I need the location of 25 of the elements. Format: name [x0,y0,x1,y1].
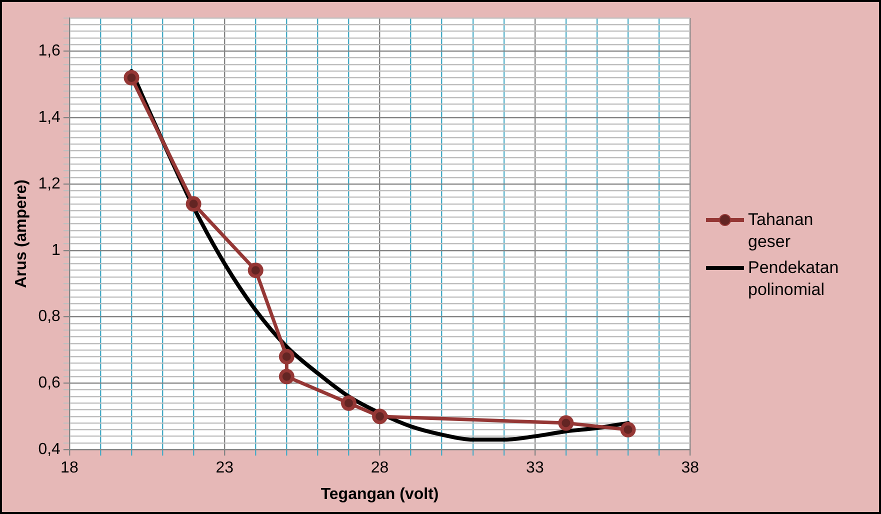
x-tick-label: 18 [60,460,78,477]
y-axis-title: Arus (ampere) [13,180,30,288]
legend-label: Pendekatan polinomial [748,257,840,301]
x-tick-label: 23 [216,460,234,477]
x-tick-label: 28 [370,460,389,477]
point [278,348,294,364]
y-tick-label: 1,4 [38,109,61,126]
point [186,196,202,212]
point [340,395,356,411]
point [372,408,388,424]
point [620,422,636,438]
y-tick-label: 0,8 [38,308,61,326]
legend-label: Tahanan geser [748,209,814,253]
point [278,368,294,384]
y-tick-label: 1,6 [38,42,61,60]
point [248,262,264,278]
y-tick-label: 1,2 [38,175,61,192]
y-tick-label: 0,4 [38,441,61,458]
x-axis-title: Tegangan (volt) [320,486,439,503]
x-tick-label: 38 [681,460,700,477]
point [124,70,140,86]
y-tick-label: 0,6 [38,374,61,392]
y-tick-label: 1 [52,242,61,259]
point [558,415,574,431]
x-tick-label: 33 [526,460,544,477]
